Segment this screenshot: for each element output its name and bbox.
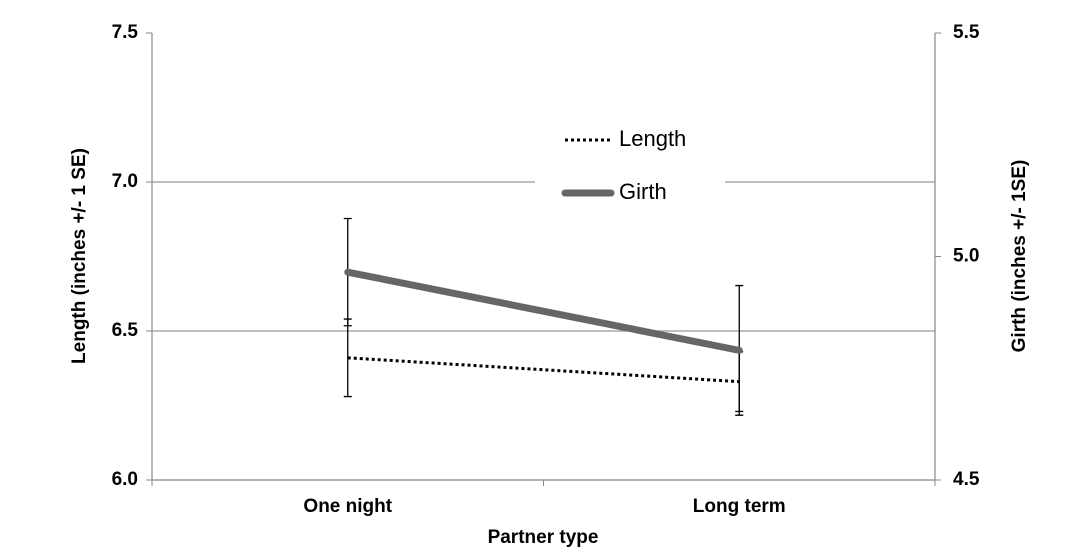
x-tick-label: One night xyxy=(303,496,392,517)
x-tick-label: Long term xyxy=(693,496,786,517)
y2-tick-label: 5.0 xyxy=(953,246,979,267)
y-tick-label: 6.0 xyxy=(112,469,138,490)
y-tick-label: 7.5 xyxy=(112,22,139,43)
legend-label: Girth xyxy=(619,179,667,204)
series-line xyxy=(347,356,740,384)
y2-axis-label: Girth (inches +/- 1SE) xyxy=(1009,160,1030,353)
series-line xyxy=(344,268,743,354)
x-axis-label: Partner type xyxy=(488,527,599,548)
y-axis-label: Length (inches +/- 1 SE) xyxy=(69,148,90,364)
legend-label: Length xyxy=(619,126,686,151)
y-tick-label: 6.5 xyxy=(112,320,139,341)
y2-tick-label: 4.5 xyxy=(953,469,980,490)
y-tick-label: 7.0 xyxy=(112,171,138,192)
y2-tick-label: 5.5 xyxy=(953,22,980,43)
